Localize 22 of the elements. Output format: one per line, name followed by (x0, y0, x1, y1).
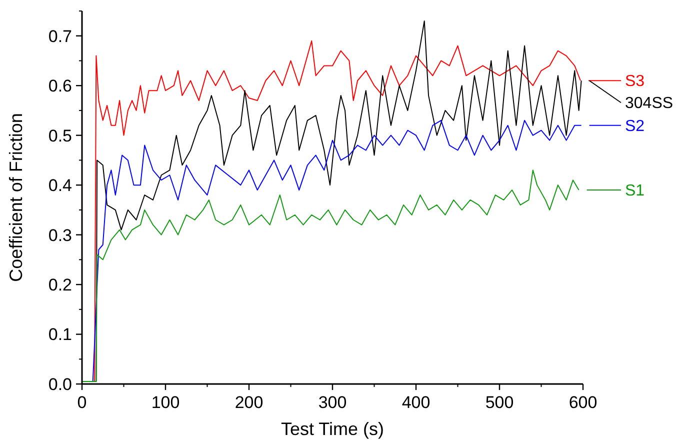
y-tick-label: 0.6 (48, 76, 72, 96)
y-tick-label: 0.3 (48, 226, 72, 245)
x-tick-label: 0 (77, 393, 87, 412)
y-tick-label: 0.1 (48, 325, 72, 344)
y-tick-label: 0.5 (48, 126, 72, 146)
y-tick-label: 0.4 (48, 176, 72, 196)
legend-label: S1 (625, 182, 645, 200)
x-tick-label: 200 (234, 393, 264, 412)
legend-label: S3 (625, 73, 645, 90)
x-tick-label: 300 (318, 393, 347, 412)
line-series (82, 170, 580, 382)
x-tick-label: 400 (402, 393, 430, 412)
y-axis-title: Coefficient of Friction (6, 113, 26, 282)
text: 304SS (625, 95, 674, 112)
x-tick-label: 100 (151, 393, 180, 412)
x-tick-label: 600 (568, 393, 598, 412)
y-tick-label: 0.7 (48, 26, 72, 46)
x-axis-title: Test Time (s) (280, 419, 384, 439)
x-tick-label: 500 (485, 393, 514, 412)
y-tick-label: 0.2 (48, 275, 72, 294)
text: S2 (625, 118, 645, 135)
y-tick-label: 0.0 (48, 374, 72, 394)
